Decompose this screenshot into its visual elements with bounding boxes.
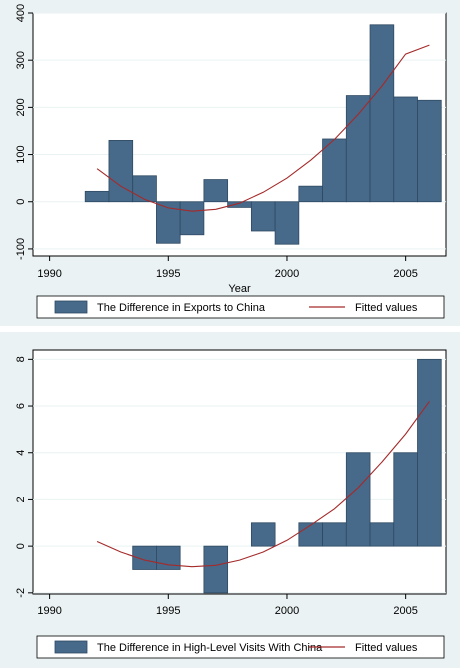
bar <box>274 201 300 245</box>
y-tick-label: 100 <box>15 145 27 163</box>
fitted-line <box>96 401 430 568</box>
y-tick-label: -100 <box>15 238 27 260</box>
x-tick: 1995 <box>156 256 181 280</box>
legend-swatch-bar <box>54 640 88 654</box>
fitted-line <box>96 44 430 212</box>
x-tick: 2000 <box>275 594 299 617</box>
x-tick-label: 1995 <box>156 605 180 617</box>
y-tick-label: 200 <box>15 98 27 116</box>
y-tick: 100 <box>15 145 33 164</box>
y-tick-label: 2 <box>15 496 27 502</box>
y-tick: 400 <box>15 4 33 22</box>
y-tick-label: 8 <box>15 356 27 362</box>
x-tick: 1995 <box>156 594 181 617</box>
y-tick: 0 <box>15 199 33 205</box>
legend-label-bar: The Difference in Exports to China <box>97 302 266 314</box>
y-tick-label: 4 <box>15 450 27 456</box>
y-tick: 2 <box>15 496 33 502</box>
y-tick-label: 300 <box>15 51 27 69</box>
x-tick: 2005 <box>393 594 418 617</box>
legend-label-line: Fitted values <box>355 642 418 654</box>
y-tick: 0 <box>15 543 33 549</box>
bar <box>132 175 157 203</box>
chart-visits: -2 0 2 4 6 8 1990 1995 2000 2005 The Difference in… <box>15 349 447 659</box>
y-tick: 8 <box>15 356 33 362</box>
chart-panel-exports: -100 0 100 200 300 400 1990 1995 2000 2005 Year The… <box>0 0 460 326</box>
y-tick: 4 <box>15 450 33 456</box>
bar <box>203 545 229 594</box>
x-tick: 2005 <box>393 256 418 280</box>
legend-label-bar: The Difference in High-Level Visits With… <box>97 642 323 654</box>
bar <box>250 522 276 547</box>
y-tick-label: -2 <box>15 588 27 598</box>
y-tick: 200 <box>15 98 33 117</box>
legend <box>36 295 445 319</box>
y-tick-label: 0 <box>15 199 27 205</box>
bar <box>345 95 371 203</box>
y-tick-label: 6 <box>15 403 27 409</box>
bar <box>369 522 395 547</box>
x-tick-label: 2005 <box>393 268 417 280</box>
bar <box>393 96 418 203</box>
plot-area <box>32 349 447 595</box>
y-tick: 6 <box>15 403 33 409</box>
bar <box>345 452 371 547</box>
x-tick-label: 2000 <box>275 268 299 280</box>
y-tick: -2 <box>15 588 33 598</box>
bar <box>393 452 418 547</box>
bar <box>417 358 442 547</box>
y-tick-label: 0 <box>15 543 27 549</box>
chart-exports: -100 0 100 200 300 400 1990 1995 2000 2005 Year The… <box>15 4 447 319</box>
bar <box>227 201 252 208</box>
bar <box>417 99 442 203</box>
x-tick: 2000 <box>275 256 299 280</box>
y-tick: -100 <box>15 238 33 260</box>
bar <box>298 185 323 203</box>
x-tick-label: 2005 <box>393 605 417 617</box>
x-tick-label: 2000 <box>275 605 299 617</box>
x-axis-label: Year <box>228 283 251 295</box>
bar <box>322 522 347 547</box>
chart-panel-visits: -2 0 2 4 6 8 1990 1995 2000 2005 The Difference in… <box>0 332 460 668</box>
legend <box>36 635 445 659</box>
bar <box>298 522 323 547</box>
bar <box>203 179 229 203</box>
x-tick-label: 1990 <box>37 268 61 280</box>
x-tick: 1990 <box>37 594 62 617</box>
x-tick-label: 1995 <box>156 268 180 280</box>
bar <box>250 201 276 232</box>
x-tick: 1990 <box>37 256 62 280</box>
bar <box>108 139 134 203</box>
legend-label-line: Fitted values <box>355 302 418 314</box>
bar <box>84 190 110 203</box>
x-tick-label: 1990 <box>37 605 61 617</box>
bar <box>179 201 205 236</box>
bar <box>322 138 347 203</box>
legend-swatch-bar <box>54 300 88 314</box>
y-tick: 300 <box>15 51 33 69</box>
bar <box>369 24 395 203</box>
y-tick-label: 400 <box>15 4 27 22</box>
